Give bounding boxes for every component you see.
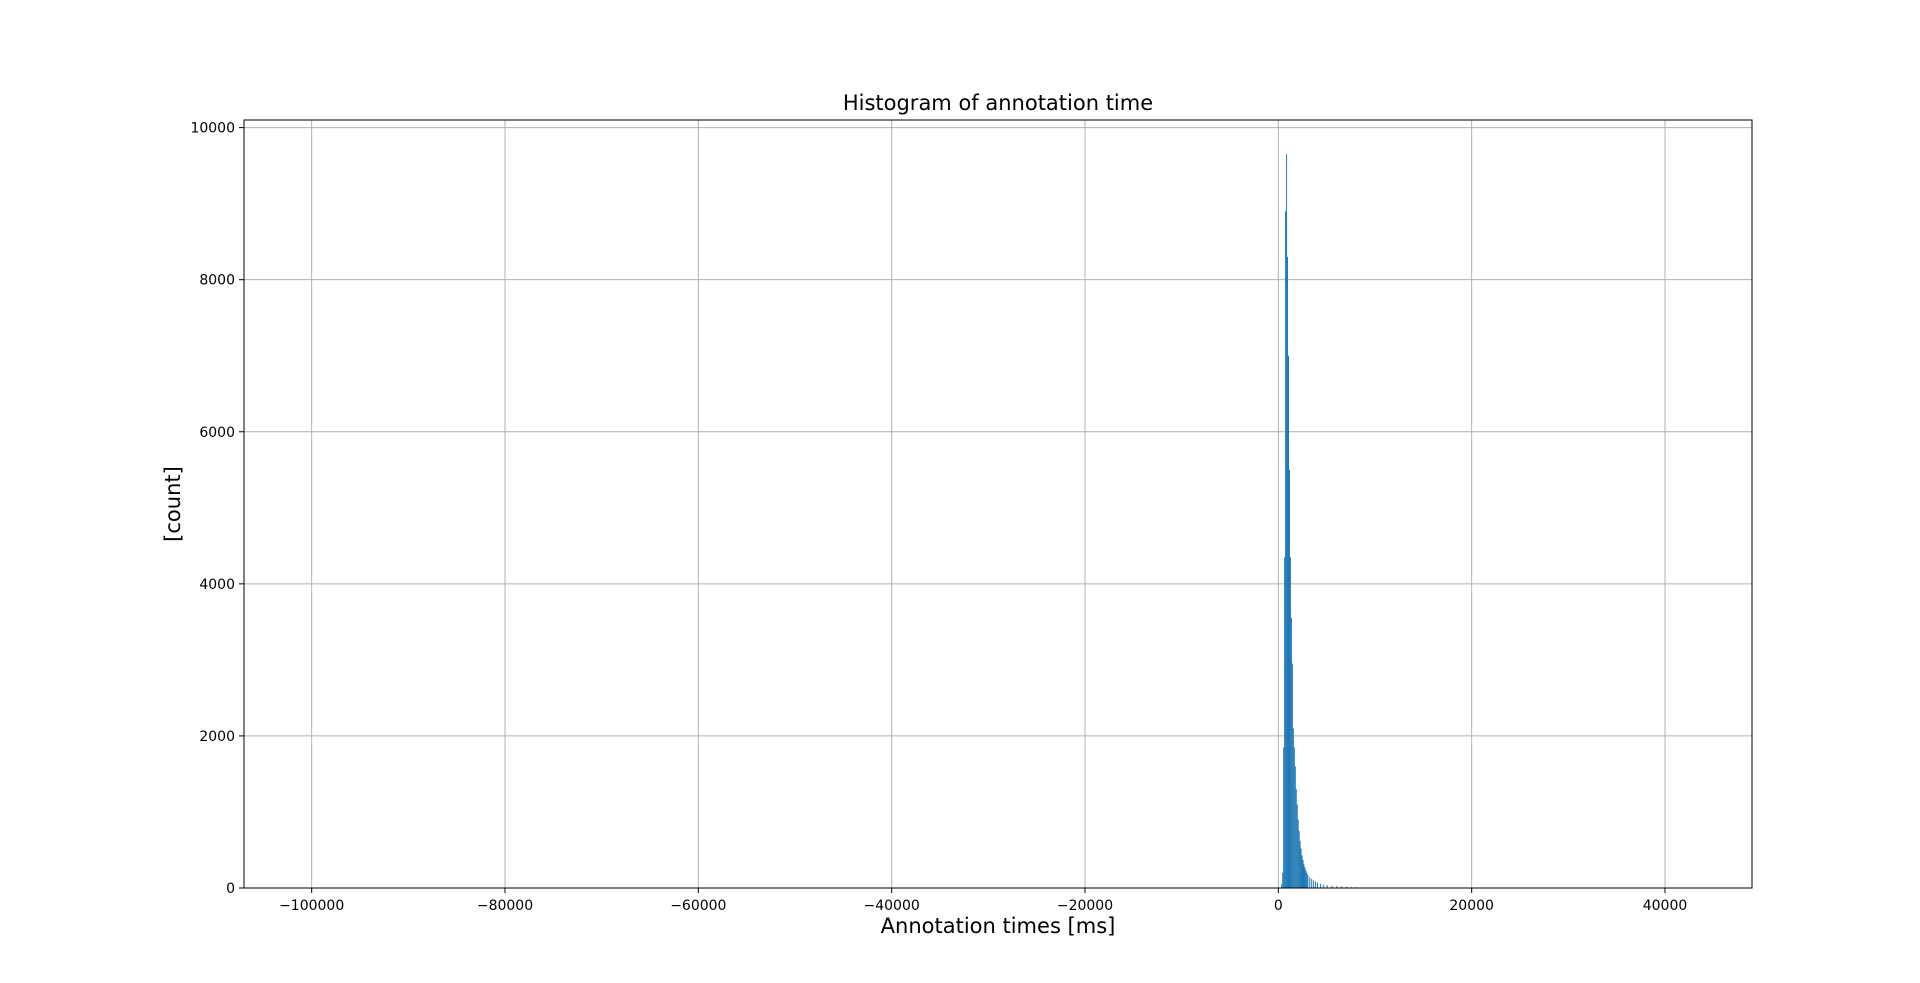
x-tick-label: −20000 — [1057, 898, 1113, 914]
histogram-bar — [1307, 875, 1309, 888]
x-tick-label: 0 — [1274, 898, 1283, 914]
x-tick-label: 40000 — [1643, 898, 1688, 914]
x-tick-label: 20000 — [1449, 898, 1494, 914]
histogram-bar — [1283, 747, 1285, 888]
histogram-bar — [1297, 819, 1299, 888]
x-tick-label: −100000 — [279, 898, 344, 914]
x-tick-label: −80000 — [477, 898, 533, 914]
y-tick-label: 0 — [226, 881, 235, 897]
histogram-bar — [1315, 881, 1317, 888]
histogram-bar — [1331, 885, 1333, 888]
histogram-bar — [1282, 872, 1284, 888]
histogram-bar — [1281, 884, 1283, 888]
histogram-bar — [1291, 663, 1293, 888]
chart-title: Histogram of annotation time — [843, 91, 1153, 115]
y-tick-label: 2000 — [199, 729, 235, 745]
histogram-bar — [1304, 867, 1306, 888]
histogram-bar — [1306, 872, 1308, 888]
x-tick-label: −60000 — [670, 898, 726, 914]
y-axis-label: [count] — [161, 466, 185, 542]
histogram-bar — [1311, 878, 1313, 888]
x-axis-label: Annotation times [ms] — [881, 914, 1116, 938]
x-tick-label: −40000 — [864, 898, 920, 914]
histogram-bar — [1336, 886, 1338, 888]
histogram-bar — [1303, 864, 1305, 888]
y-tick-label: 4000 — [199, 577, 235, 593]
histogram-bar — [1298, 830, 1300, 888]
histogram-bar — [1319, 883, 1321, 888]
histogram-bar — [1300, 848, 1302, 888]
histogram-bar — [1322, 884, 1324, 888]
histogram-bar — [1289, 557, 1291, 888]
histogram-bar — [1286, 154, 1288, 888]
histogram-bar — [1288, 469, 1290, 888]
histogram-bar — [1292, 728, 1294, 888]
histogram-bar — [1326, 885, 1328, 888]
histogram-bar — [1294, 766, 1296, 888]
histogram-bar — [1288, 355, 1289, 888]
histogram-bar — [1295, 789, 1297, 888]
histogram-bar — [1299, 840, 1301, 888]
histogram-bar — [1313, 880, 1315, 888]
histogram-bar — [1341, 886, 1343, 888]
histogram-bar — [1290, 618, 1292, 888]
plot-frame — [243, 119, 1753, 889]
histogram-bar — [1287, 256, 1289, 888]
histogram-bars — [1281, 154, 1381, 889]
y-tick-label: 10000 — [190, 121, 235, 137]
axis-ticks: −100000 −80000 −60000 −40000 −20000 0 20000 400… — [190, 121, 1687, 914]
y-tick-label: 8000 — [199, 273, 235, 289]
histogram-bar — [1284, 557, 1286, 888]
histogram-bar — [1293, 747, 1295, 888]
histogram-bar — [1285, 211, 1287, 888]
grid-lines — [244, 120, 1752, 889]
histogram-bar — [1302, 859, 1304, 888]
histogram-bar — [1346, 886, 1347, 888]
histogram-bar — [1309, 877, 1311, 888]
y-tick-label: 6000 — [199, 425, 235, 441]
histogram-bar — [1301, 855, 1303, 888]
histogram-bar — [1296, 804, 1298, 888]
histogram-bar — [1317, 882, 1318, 888]
histogram-bar — [1305, 870, 1307, 888]
